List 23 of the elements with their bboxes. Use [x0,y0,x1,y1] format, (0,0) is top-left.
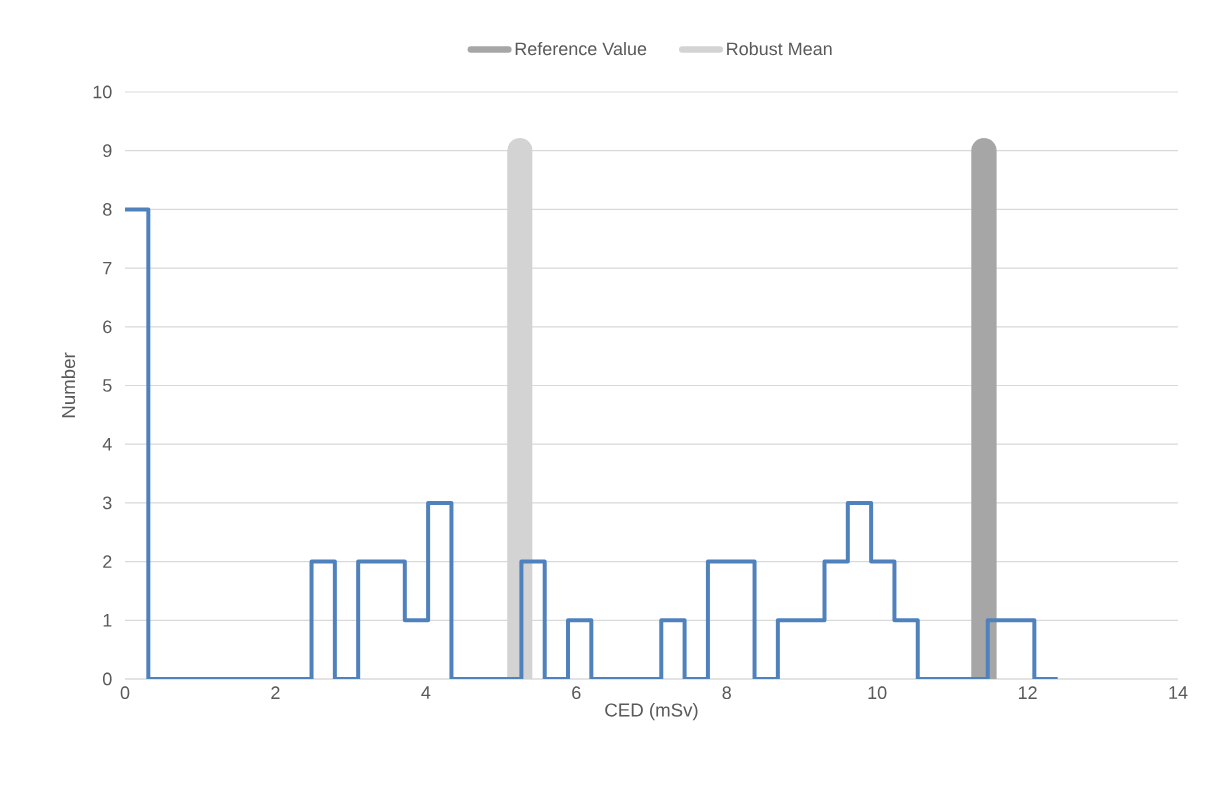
y-tick-label: 9 [103,144,112,158]
x-tick-label: 0 [120,686,130,700]
y-axis-title: Number [61,352,76,418]
y-tick-label: 3 [102,496,112,510]
x-tick-label: 6 [572,686,581,700]
legend-label: Reference Value [515,41,647,56]
y-tick-label: 8 [103,203,112,216]
x-tick-label: 8 [722,686,731,700]
y-tick-label: 6 [103,320,112,334]
y-tick-label: 7 [103,261,112,275]
y-tick-label: 1 [103,614,112,627]
x-tick-label: 12 [1018,686,1037,699]
x-tick-label: 10 [868,686,887,700]
x-tick-label: 2 [271,686,280,699]
x-tick-label: 4 [421,686,431,699]
y-tick-label: 10 [93,85,112,99]
y-tick-label: 0 [103,672,112,686]
legend-label: Robust Mean [727,41,832,56]
x-axis-title: CED (mSv) [605,702,698,721]
x-tick-label: 14 [1169,686,1188,699]
y-tick-label: 2 [103,555,112,568]
y-tick-label: 4 [102,438,112,451]
y-tick-label: 5 [103,379,112,392]
